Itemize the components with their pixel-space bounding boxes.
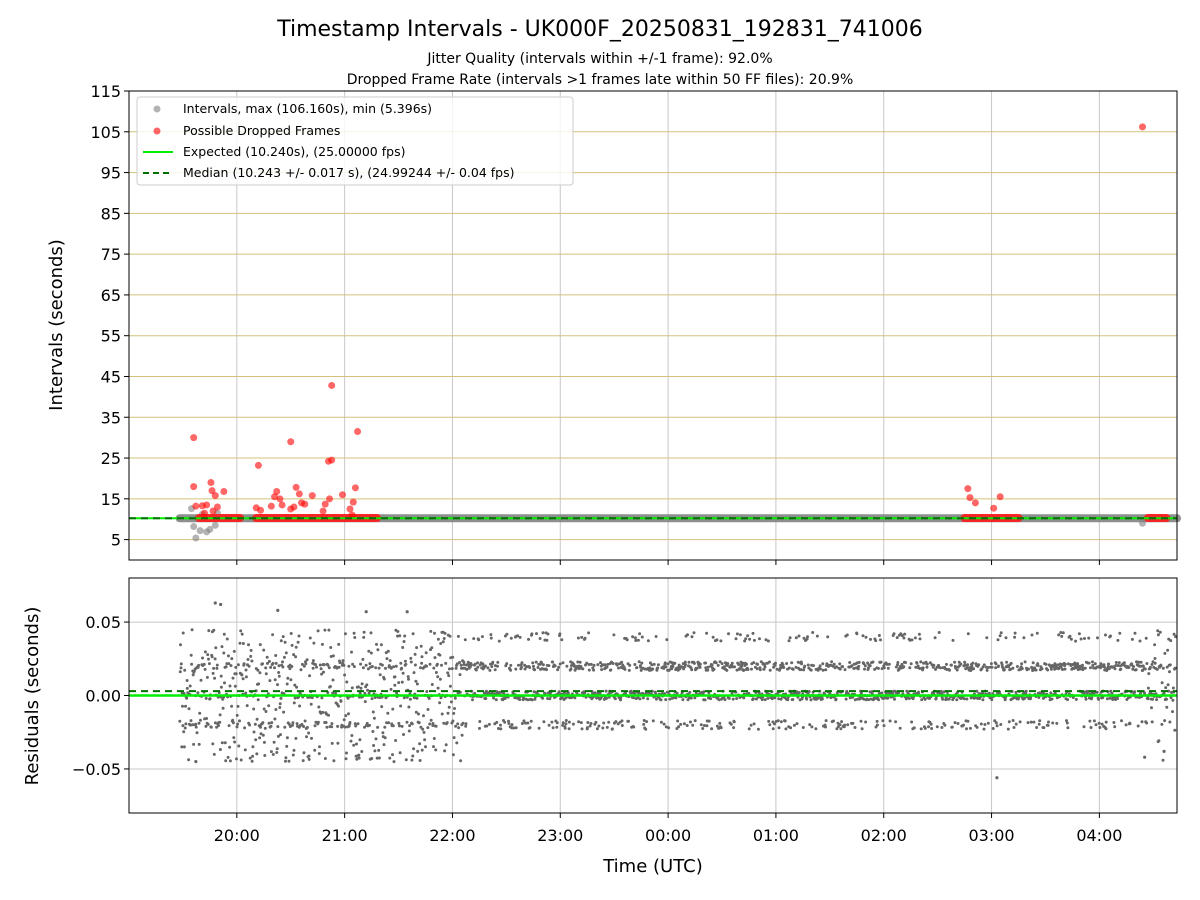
x-tick-label: 22:00 [429, 826, 475, 845]
residual-outlier-point [219, 602, 223, 607]
dropped-frame-point [203, 501, 211, 509]
residual-outlier-point [1162, 749, 1166, 753]
dropped-frame-point [328, 456, 336, 464]
residual-outlier-point [194, 759, 198, 764]
residuals-y-tick-label: 0.05 [85, 613, 121, 632]
intervals-y-tick-label: 95 [101, 164, 121, 183]
dropped-frame-point [220, 487, 228, 495]
x-tick-label: 02:00 [861, 826, 907, 845]
dropped-frame-point [1138, 123, 1146, 131]
dropped-frame-point [348, 511, 356, 519]
chart-legend: Intervals, max (106.160s), min (5.396s) … [136, 96, 574, 186]
x-tick-label: 00:00 [645, 826, 691, 845]
residuals-panel: 0.05 0.00 −0.05 20:00 21:00 22:00 23:00 00:00 0… [22, 577, 1178, 845]
interval-point [196, 527, 204, 535]
dropped-frame-point [338, 491, 346, 499]
legend-label-expected: Expected (10.240s), (25.00000 fps) [183, 144, 405, 159]
x-axis-label: Time (UTC) [602, 856, 703, 877]
legend-label-intervals: Intervals, max (106.160s), min (5.396s) [183, 101, 432, 116]
legend-label-median: Median (10.243 +/- 0.017 s), (24.99244 +… [183, 165, 514, 180]
x-tick-label: 03:00 [968, 826, 1014, 845]
intervals-y-tick-label: 65 [101, 286, 121, 305]
dropped-frame-point [200, 509, 208, 517]
dropped-frame-point [207, 479, 215, 487]
dropped-frame-point [278, 501, 286, 509]
intervals-y-tick-label: 25 [101, 449, 121, 468]
dropped-frame-point [964, 485, 972, 493]
dropped-frame-point [190, 483, 198, 491]
x-tick-label: 21:00 [322, 826, 368, 845]
residual-outlier-point [405, 610, 409, 614]
intervals-y-tick-label: 35 [101, 408, 121, 427]
dropped-frame-point [209, 507, 217, 515]
interval-point [206, 525, 214, 533]
dropped-frame-point [346, 505, 354, 513]
dropped-frame-point [257, 506, 265, 514]
dropped-frame-point [351, 484, 359, 492]
dropped-frame-point [354, 428, 362, 436]
residual-outlier-point [995, 776, 999, 780]
interval-point [211, 521, 219, 529]
dropped-frame-point [273, 487, 281, 495]
dropped-frame-point [254, 461, 262, 469]
dropped-frame-point [287, 438, 295, 446]
legend-label-dropped: Possible Dropped Frames [183, 123, 340, 138]
dropped-frame-point [328, 381, 336, 389]
legend-box [136, 96, 574, 186]
x-tick-label: 20:00 [214, 826, 260, 845]
dropped-frame-point [290, 503, 298, 511]
residual-outlier-point [364, 610, 368, 614]
intervals-y-label: Intervals (seconds) [46, 239, 67, 411]
dropped-frame-point [276, 495, 284, 503]
dropped-frame-point [990, 504, 998, 512]
residuals-y-label: Residuals (seconds) [22, 607, 43, 786]
dropped-frame-point [308, 492, 316, 500]
interval-point [1138, 519, 1146, 527]
intervals-y-tick-label: 15 [101, 490, 121, 509]
intervals-y-tick-label: 75 [101, 245, 121, 264]
intervals-axes-frame [128, 90, 1178, 561]
intervals-y-tick-label: 105 [90, 123, 121, 142]
dropped-frame-point [271, 493, 279, 501]
dropped-frame-point [295, 490, 303, 498]
dropped-frame-point [211, 492, 219, 500]
dropped-frame-point [267, 502, 275, 510]
chart-subtitle-dropped: Dropped Frame Rate (intervals >1 frames … [347, 72, 854, 88]
dropped-frame-point [966, 494, 974, 502]
chart-subtitle-jitter: Jitter Quality (intervals within +/-1 fr… [426, 51, 772, 67]
dropped-frame-point [190, 434, 198, 442]
residuals-y-tick-label: −0.05 [72, 760, 121, 779]
dropped-frame-point [319, 507, 327, 515]
residuals-y-tick-label: 0.00 [85, 687, 121, 706]
interval-point [192, 534, 200, 542]
dropped-frame-point [349, 498, 357, 506]
intervals-y-tick-label: 55 [101, 327, 121, 346]
residual-points [178, 628, 1178, 764]
intervals-y-tick-label: 85 [101, 204, 121, 223]
dropped-frame-point [192, 502, 200, 510]
x-tick-label: 23:00 [537, 826, 583, 845]
residual-outlier-point [276, 608, 280, 612]
residual-outlier-point [213, 601, 217, 605]
interval-point [190, 523, 198, 531]
intervals-y-tick-label: 115 [90, 82, 121, 101]
intervals-y-tick-label: 45 [101, 367, 121, 386]
x-tick-label: 04:00 [1076, 826, 1122, 845]
dropped-frame-point [971, 499, 979, 507]
x-tick-label: 01:00 [753, 826, 799, 845]
legend-marker-intervals [153, 105, 161, 113]
legend-marker-dropped [153, 127, 161, 135]
residual-outlier-point [1143, 755, 1147, 759]
chart-title: Timestamp Intervals - UK000F_20250831_19… [276, 17, 923, 42]
intervals-panel: 5 15 25 35 45 55 65 75 85 95 105 115 Intervals (sec… [46, 82, 1181, 565]
dropped-frame-point [292, 483, 300, 491]
dropped-frame-point [321, 500, 329, 508]
dropped-frame-point [301, 500, 309, 508]
dropped-frame-point [326, 495, 334, 503]
intervals-y-tick-label: 5 [111, 531, 121, 550]
dropped-frame-point [996, 493, 1004, 501]
